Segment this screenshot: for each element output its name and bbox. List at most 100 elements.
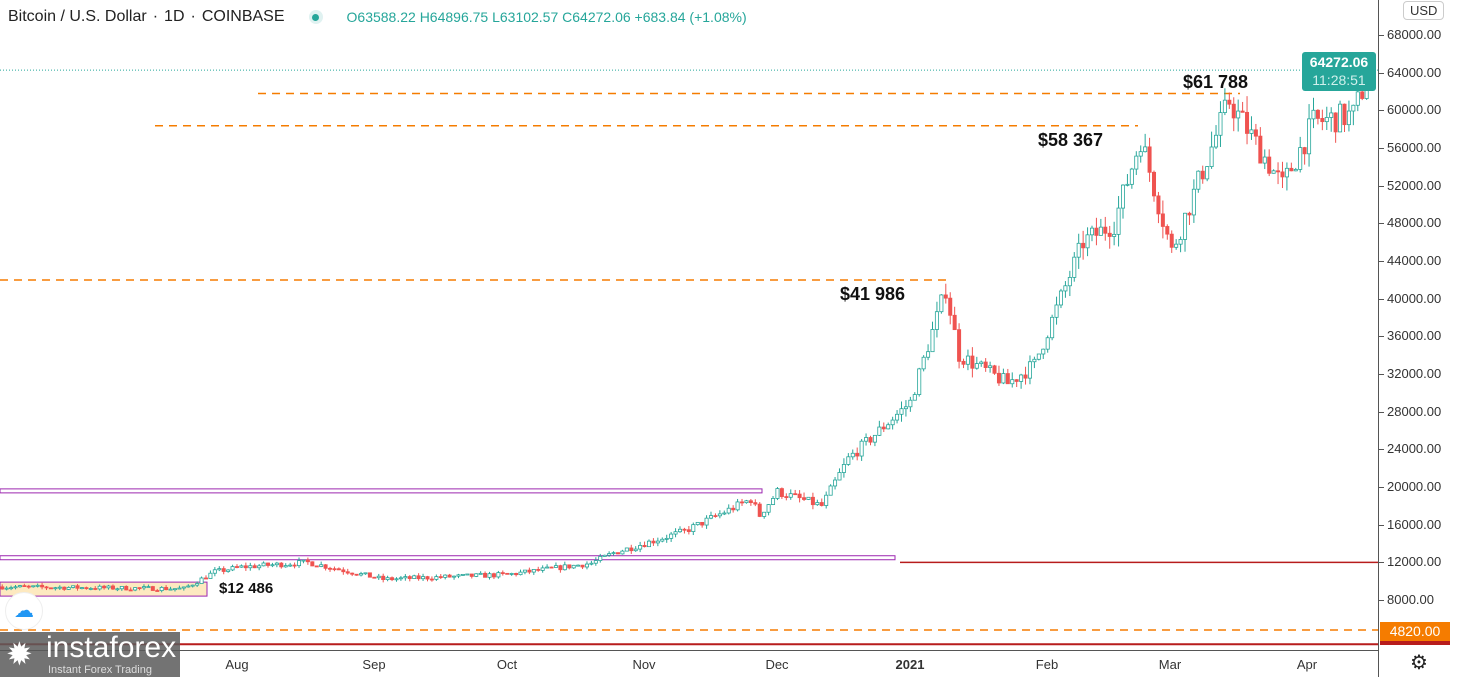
candle-body [186, 585, 191, 588]
candle-body [119, 586, 124, 590]
candle-body [40, 584, 45, 588]
candle-body [744, 500, 749, 504]
tradingview-logo-icon[interactable]: ☁ [5, 592, 43, 630]
candle-body [514, 573, 519, 576]
candle-body [102, 585, 107, 589]
candle-body [1200, 170, 1205, 180]
candle-body [261, 562, 266, 567]
candle-body [864, 437, 869, 442]
candle-body [62, 586, 67, 590]
price-axis[interactable]: 68000.00 64000.00 60000.00 56000.00 52000.00… [1378, 0, 1459, 677]
candle-body [1067, 277, 1072, 287]
candle-body [819, 502, 824, 506]
candle-body [952, 314, 957, 331]
last-price: 64272.06 [1309, 54, 1369, 70]
exchange: COINBASE [201, 8, 285, 25]
candle-body [992, 365, 997, 374]
candle-body [1112, 233, 1117, 237]
candle-body [1143, 146, 1148, 153]
candle-body [545, 566, 550, 569]
price-tick: 8000.00 [1379, 592, 1434, 607]
candle-body [341, 569, 346, 573]
candle-body [195, 583, 200, 586]
candle-body [1222, 99, 1227, 113]
price-tick: 40000.00 [1378, 290, 1442, 306]
candle-body [1098, 226, 1103, 236]
candle-body [1346, 110, 1351, 126]
price-chart[interactable] [0, 0, 1378, 650]
gear-icon[interactable]: ⚙ [1410, 652, 1428, 674]
instaforex-watermark: ✹ instaforex Instant Forex Trading [0, 632, 180, 677]
candle-body [722, 512, 727, 515]
market-status-icon [308, 10, 323, 24]
candle-body [1089, 227, 1094, 236]
candle-body [31, 585, 36, 588]
candle-body [447, 574, 452, 578]
candle-body [1262, 156, 1267, 164]
candle-body [1231, 103, 1236, 119]
price-tick: 48000.00 [1378, 215, 1442, 231]
candle-body [359, 573, 364, 576]
candle-body [779, 488, 784, 497]
candle-body [824, 494, 829, 506]
candle-body [57, 586, 62, 589]
candle-body [979, 361, 984, 365]
candle-body [695, 521, 700, 526]
candle-body [868, 437, 873, 443]
candle-body [974, 363, 979, 369]
candle-body [562, 564, 567, 571]
candle-body [491, 573, 496, 578]
candle-body [363, 572, 368, 575]
candle-body [53, 587, 58, 590]
candle-body [44, 586, 49, 589]
candle-body [1236, 110, 1241, 119]
candle-body [252, 565, 257, 569]
candle-body [1129, 168, 1134, 185]
price-tick: 16000.00 [1378, 516, 1442, 532]
interval[interactable]: 1D [164, 8, 185, 25]
candle-body [217, 568, 222, 571]
candle-body [297, 560, 302, 567]
candle-body [553, 565, 558, 568]
candle-body [859, 440, 864, 457]
candle-body [899, 408, 904, 415]
candle-body [549, 566, 554, 569]
candle-body [1333, 112, 1338, 133]
candle-body [35, 584, 40, 587]
candle-body [239, 565, 244, 568]
candle-body [620, 550, 625, 555]
time-tick: Aug [225, 657, 249, 672]
candle-body [926, 351, 931, 358]
candle-body [793, 493, 798, 496]
candle-body [775, 488, 780, 499]
candle-body [376, 575, 381, 579]
ohlc-values: O63588.22 H64896.75 L63102.57 C64272.06 … [346, 9, 747, 25]
currency-button[interactable]: USD [1403, 1, 1445, 20]
time-tick: Dec [765, 657, 789, 672]
candle-body [1183, 212, 1188, 240]
candle-body [421, 576, 426, 580]
candle-body [266, 562, 271, 566]
separator: · [152, 8, 159, 25]
time-tick: Nov [632, 657, 656, 672]
candle-body [332, 568, 337, 571]
candle-body [146, 586, 151, 588]
candle-body [682, 528, 687, 531]
candle-body [567, 564, 572, 569]
candle-body [71, 585, 76, 588]
candle-body [717, 513, 722, 517]
candle-body [1072, 256, 1077, 278]
symbol-title: Bitcoin / U.S. Dollar [8, 8, 147, 25]
candle-body [1045, 337, 1050, 350]
candle-body [403, 576, 408, 579]
candle-body [1023, 374, 1028, 379]
range-box [0, 581, 208, 597]
support-line-marker [1380, 641, 1450, 645]
time-axis[interactable]: Aug Sep Oct Nov Dec 2021 Feb Mar Apr [0, 650, 1378, 678]
candle-body [407, 576, 412, 579]
time-tick: Apr [1296, 657, 1318, 672]
candle-body [704, 517, 709, 526]
candle-body [1196, 170, 1201, 190]
candle-body [412, 575, 417, 579]
candle-body [496, 572, 501, 578]
